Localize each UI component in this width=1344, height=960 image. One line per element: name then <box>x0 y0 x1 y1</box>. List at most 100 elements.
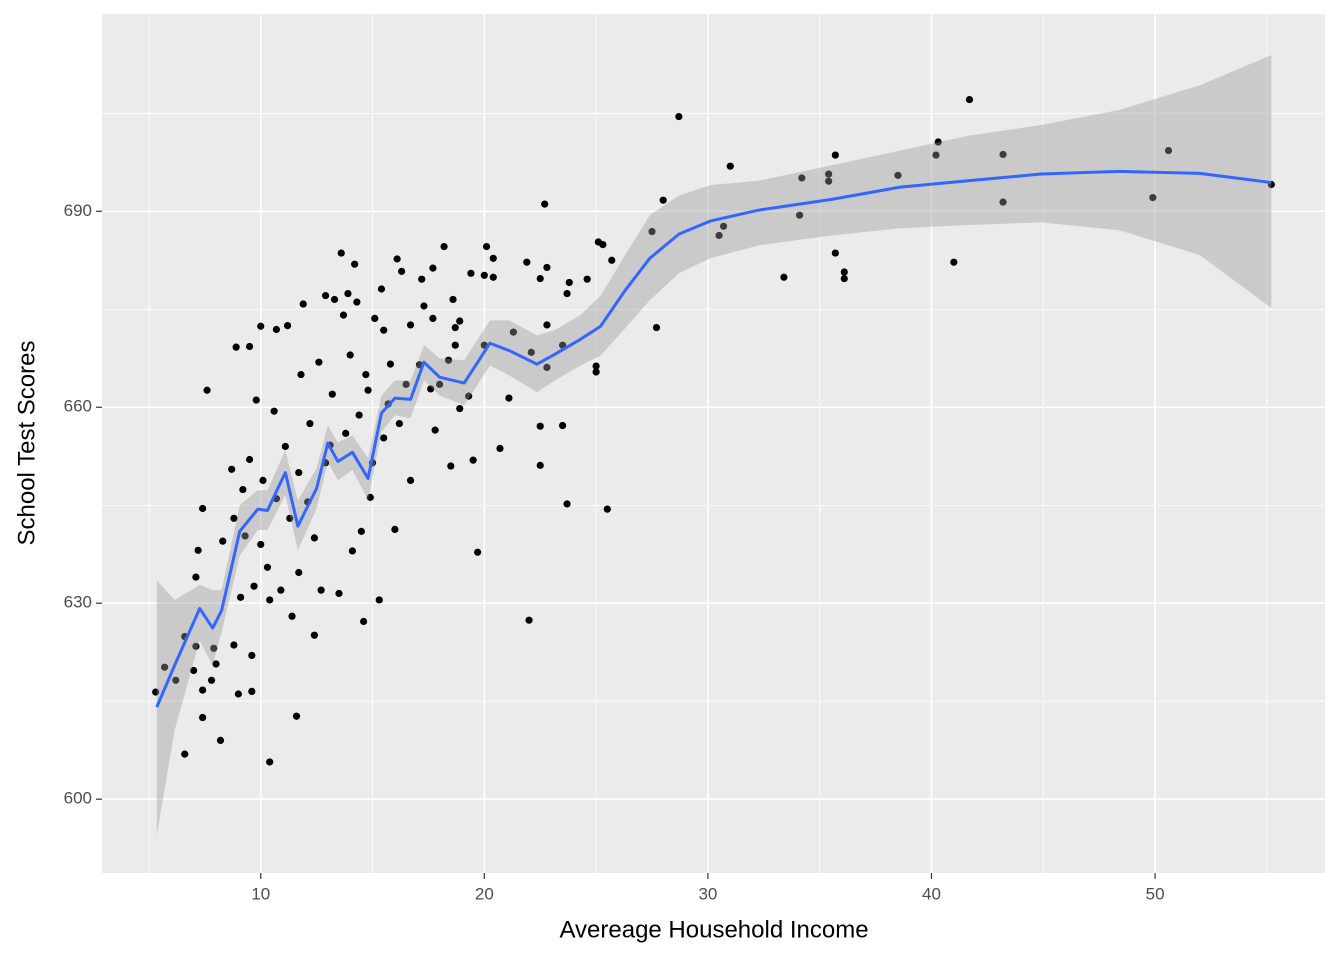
point <box>172 676 180 684</box>
point <box>328 390 336 398</box>
point <box>999 198 1007 206</box>
point <box>239 485 247 494</box>
y-tick-label: 660 <box>64 397 92 416</box>
point <box>362 370 370 379</box>
point <box>505 394 513 402</box>
point <box>831 151 839 159</box>
point <box>583 275 591 283</box>
point <box>934 138 942 146</box>
point <box>339 311 348 319</box>
point <box>353 298 361 306</box>
point <box>406 476 415 485</box>
point <box>257 322 265 330</box>
point <box>795 211 804 219</box>
point <box>364 386 372 394</box>
point <box>281 442 289 451</box>
point <box>496 444 504 452</box>
x-tick-label: 50 <box>1146 884 1165 903</box>
x-tick-label: 10 <box>251 884 270 903</box>
point <box>348 547 357 555</box>
point <box>659 196 667 204</box>
point <box>825 177 833 185</box>
point <box>950 258 958 266</box>
point <box>219 537 227 545</box>
point <box>840 268 848 276</box>
point <box>456 404 464 413</box>
point <box>536 461 544 469</box>
point <box>467 269 475 277</box>
point <box>230 514 238 522</box>
point <box>444 356 453 364</box>
point <box>780 273 788 281</box>
point <box>237 593 245 601</box>
point <box>563 500 571 508</box>
point <box>199 713 207 722</box>
point <box>429 264 437 272</box>
point <box>277 586 285 594</box>
point <box>315 358 323 366</box>
point <box>398 267 406 275</box>
point <box>181 750 189 758</box>
point <box>543 263 551 272</box>
point <box>335 589 343 598</box>
point <box>558 421 567 430</box>
y-axis-title: School Test Scores <box>13 341 40 546</box>
point <box>523 258 531 266</box>
x-tick-label: 40 <box>922 884 941 903</box>
point <box>541 200 549 208</box>
point <box>297 370 305 379</box>
point <box>245 455 254 464</box>
x-tick-label: 20 <box>475 884 494 903</box>
point <box>272 325 280 334</box>
point <box>798 174 806 182</box>
point <box>250 582 258 590</box>
confidence-band <box>156 55 1272 836</box>
point <box>192 573 200 581</box>
point <box>192 642 200 650</box>
point <box>489 254 497 262</box>
point <box>603 505 611 513</box>
point <box>393 255 401 263</box>
point <box>283 321 292 330</box>
point <box>241 532 249 540</box>
smooth-line <box>155 169 1272 708</box>
x-tick-label: 30 <box>698 884 717 903</box>
point <box>286 514 294 522</box>
point <box>366 493 374 501</box>
point <box>377 285 386 293</box>
point <box>536 274 544 283</box>
point <box>210 644 218 652</box>
point <box>234 690 242 698</box>
point <box>451 341 459 349</box>
point <box>536 422 544 430</box>
point <box>489 273 497 281</box>
point <box>431 426 439 434</box>
x-axis-title: Avereage Household Income <box>559 916 868 943</box>
point <box>266 758 274 766</box>
y-tick-label: 600 <box>64 789 92 808</box>
point <box>447 462 455 470</box>
point <box>932 151 940 159</box>
point <box>719 222 728 230</box>
point <box>232 343 240 351</box>
point <box>456 317 464 325</box>
point <box>292 712 301 720</box>
point <box>342 429 350 437</box>
point <box>509 328 517 336</box>
point <box>230 641 238 649</box>
point <box>351 260 359 268</box>
point <box>427 385 435 393</box>
point <box>357 527 365 535</box>
point <box>252 396 260 404</box>
point <box>395 419 403 428</box>
point <box>330 295 339 304</box>
point <box>380 434 388 442</box>
point <box>563 289 571 298</box>
point <box>190 666 198 675</box>
point <box>310 534 319 542</box>
point <box>359 617 368 626</box>
point <box>346 351 354 359</box>
point <box>355 411 363 419</box>
point <box>831 249 839 257</box>
